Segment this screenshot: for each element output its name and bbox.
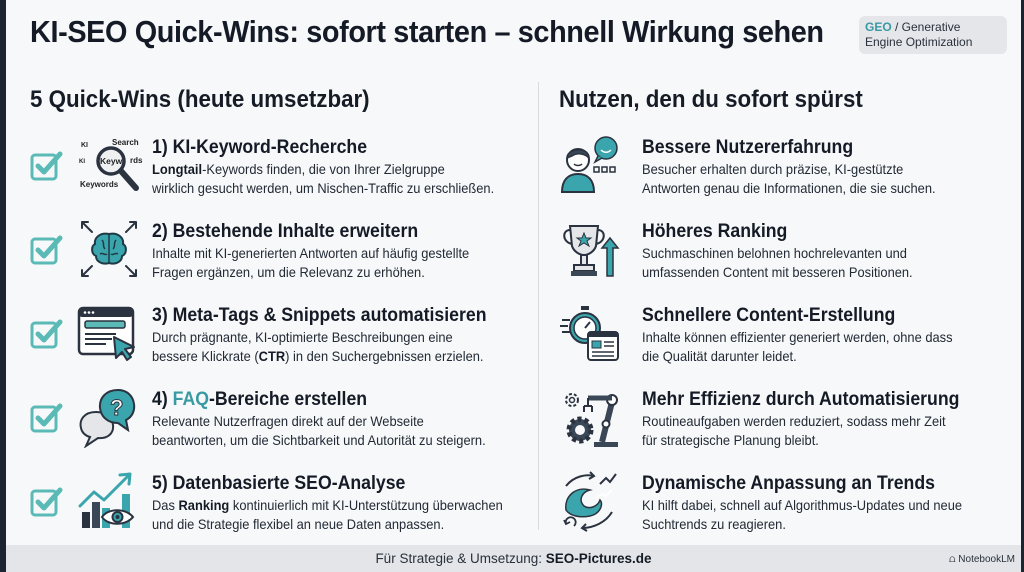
item-desc-line1: Relevante Nutzerfragen direkt auf der We…	[152, 413, 424, 429]
item-desc-line1: Besucher erhalten durch präzise, KI-gest…	[642, 161, 904, 177]
checkbox-checked-icon	[30, 403, 63, 433]
badge-line1: / Generative	[891, 20, 961, 34]
item-desc-line2: bessere Klickrate (CTR) in den Suchergeb…	[152, 348, 484, 364]
item-desc-line2: wirklich gesucht werden, um Nischen-Traf…	[152, 180, 495, 196]
badge-line2: Engine Optimization	[865, 35, 973, 49]
quickwin-item-2: 2) Bestehende Inhalte erweitern Inhalte …	[6, 218, 536, 288]
item-title: Dynamische Anpassung an Trends	[642, 473, 935, 494]
svg-text:rds: rds	[130, 156, 143, 165]
benefit-item-3: Schnellere Content-Erstellung Inhalte kö…	[546, 302, 1016, 372]
item-desc-line1: Longtail-Keywords finden, die von Ihrer …	[152, 161, 445, 177]
user-chat-icon	[558, 134, 620, 196]
item-desc-line1: Inhalte können effizienter generiert wer…	[642, 329, 953, 345]
benefit-text-4: Mehr Effizienz durch Automatisierung Rou…	[642, 388, 983, 449]
benefit-item-1: Bessere Nutzererfahrung Besucher erhalte…	[546, 134, 1016, 204]
quickwin-item-5: 5) Datenbasierte SEO-Analyse Das Ranking…	[6, 470, 536, 540]
benefit-item-4: Mehr Effizienz durch Automatisierung Rou…	[546, 386, 1016, 456]
browser-cursor-icon	[76, 304, 138, 366]
item-desc-line2: die Qualität darunter leidet.	[642, 348, 797, 364]
item-desc-line2: Suchtrends zu reagieren.	[642, 516, 786, 532]
item-desc-line2: umfassenden Content mit besseren Positio…	[642, 264, 913, 280]
item-title: 5) Datenbasierte SEO-Analyse	[152, 473, 406, 494]
brain-expand-icon	[78, 218, 140, 280]
trophy-up-icon	[560, 220, 622, 282]
item-title: 4) FAQ-Bereiche erstellen	[152, 389, 368, 410]
quickwin-item-3: 3) Meta-Tags & Snippets automatisieren D…	[6, 302, 536, 372]
svg-text:Keywords: Keywords	[80, 180, 119, 189]
svg-text:KI: KI	[79, 159, 85, 165]
item-title: Bessere Nutzererfahrung	[642, 137, 854, 158]
item-title: 1) KI-Keyword-Recherche	[152, 137, 368, 158]
checkbox-checked-icon	[30, 151, 63, 181]
item-desc-line2: Fragen ergänzen, um die Relevanz zu erhö…	[152, 264, 425, 280]
item-desc-line1: Routineaufgaben werden reduziert, sodass…	[642, 413, 946, 429]
infographic: KI-SEO Quick-Wins: sofort starten – schn…	[6, 0, 1021, 572]
item-desc-line1: Das Ranking kontinuierlich mit KI-Unters…	[152, 497, 503, 513]
svg-text:?: ?	[110, 395, 123, 420]
footer-credit: Für Strategie & Umsetzung: SEO-Pictures.…	[375, 551, 652, 566]
svg-text:Search: Search	[112, 138, 139, 147]
notebooklm-logo-icon: ⩍	[949, 554, 959, 565]
notebooklm-watermark: ⩍ NotebookLM	[949, 554, 1015, 565]
stopwatch-content-icon	[560, 304, 622, 366]
checkbox-checked-icon	[30, 319, 63, 349]
item-desc-line2: für strategische Planung bleibt.	[642, 432, 819, 448]
geo-badge: GEO / Generative Engine Optimization	[859, 16, 1007, 54]
quickwin-item-1: KI Search KI rds Keywords Keyw 1) KI-Key…	[6, 134, 536, 204]
quickwin-text-2: 2) Bestehende Inhalte erweitern Inhalte …	[152, 220, 497, 281]
footer-bar: Für Strategie & Umsetzung: SEO-Pictures.…	[6, 545, 1021, 572]
item-title: 3) Meta-Tags & Snippets automatisieren	[152, 305, 487, 326]
item-desc-line1: Inhalte mit KI-generierten Antworten auf…	[152, 245, 470, 261]
svg-text:KI: KI	[81, 142, 88, 149]
checkbox-checked-icon	[30, 487, 63, 517]
benefit-text-2: Höheres Ranking Suchmaschinen belohnen h…	[642, 220, 936, 281]
column-divider	[538, 82, 539, 530]
quickwin-text-3: 3) Meta-Tags & Snippets automatisieren D…	[152, 304, 512, 365]
robot-arm-gear-icon	[560, 388, 622, 450]
item-title: Höheres Ranking	[642, 221, 788, 242]
item-title: 2) Bestehende Inhalte erweitern	[152, 221, 419, 242]
benefit-item-2: Höheres Ranking Suchmaschinen belohnen h…	[546, 218, 1016, 288]
benefit-text-3: Schnellere Content-Erstellung Inhalte kö…	[642, 304, 980, 365]
benefit-item-5: Dynamische Anpassung an Trends KI hilft …	[546, 470, 1016, 540]
quickwin-text-4: 4) FAQ-Bereiche erstellen Relevante Nutz…	[152, 388, 515, 449]
item-desc-line1: Durch prägnante, KI-optimierte Beschreib…	[152, 329, 453, 345]
keyword-search-icon: KI Search KI rds Keywords Keyw	[76, 134, 144, 196]
left-section-title: 5 Quick-Wins (heute umsetzbar)	[30, 86, 370, 113]
svg-text:Keyw: Keyw	[100, 156, 123, 166]
item-title: Mehr Effizienz durch Automatisierung	[642, 389, 960, 410]
quickwin-text-5: 5) Datenbasierte SEO-Analyse Das Ranking…	[152, 472, 533, 533]
quickwin-item-4: ? 4) FAQ-Bereiche erstellen Relevante Nu…	[6, 386, 536, 456]
item-desc-line1: Suchmaschinen belohnen hochrelevanten un…	[642, 245, 907, 261]
benefit-text-5: Dynamische Anpassung an Trends KI hilft …	[642, 472, 990, 533]
checkbox-checked-icon	[30, 235, 63, 265]
faq-highlight: FAQ	[172, 389, 209, 410]
wave-trend-icon	[560, 470, 622, 532]
analytics-eye-icon	[76, 470, 138, 532]
footer-site-link[interactable]: SEO-Pictures.de	[545, 551, 652, 566]
badge-highlight: GEO	[865, 20, 892, 34]
right-section-title: Nutzen, den du sofort spürst	[559, 86, 863, 113]
faq-chat-icon: ?	[76, 386, 138, 449]
quickwin-text-1: 1) KI-Keyword-Recherche Longtail-Keyword…	[152, 136, 524, 197]
item-desc-line2: und die Strategie flexibel an neue Daten…	[152, 516, 445, 532]
item-title: Schnellere Content-Erstellung	[642, 305, 896, 326]
page-title: KI-SEO Quick-Wins: sofort starten – schn…	[30, 14, 824, 49]
item-desc-line2: Antworten genau die Informationen, die s…	[642, 180, 936, 196]
benefit-text-1: Bessere Nutzererfahrung Besucher erhalte…	[642, 136, 961, 197]
item-desc-line2: beantworten, um die Sichtbarkeit und Aut…	[152, 432, 486, 448]
item-desc-line1: KI hilft dabei, schnell auf Algorithmus-…	[642, 497, 963, 513]
